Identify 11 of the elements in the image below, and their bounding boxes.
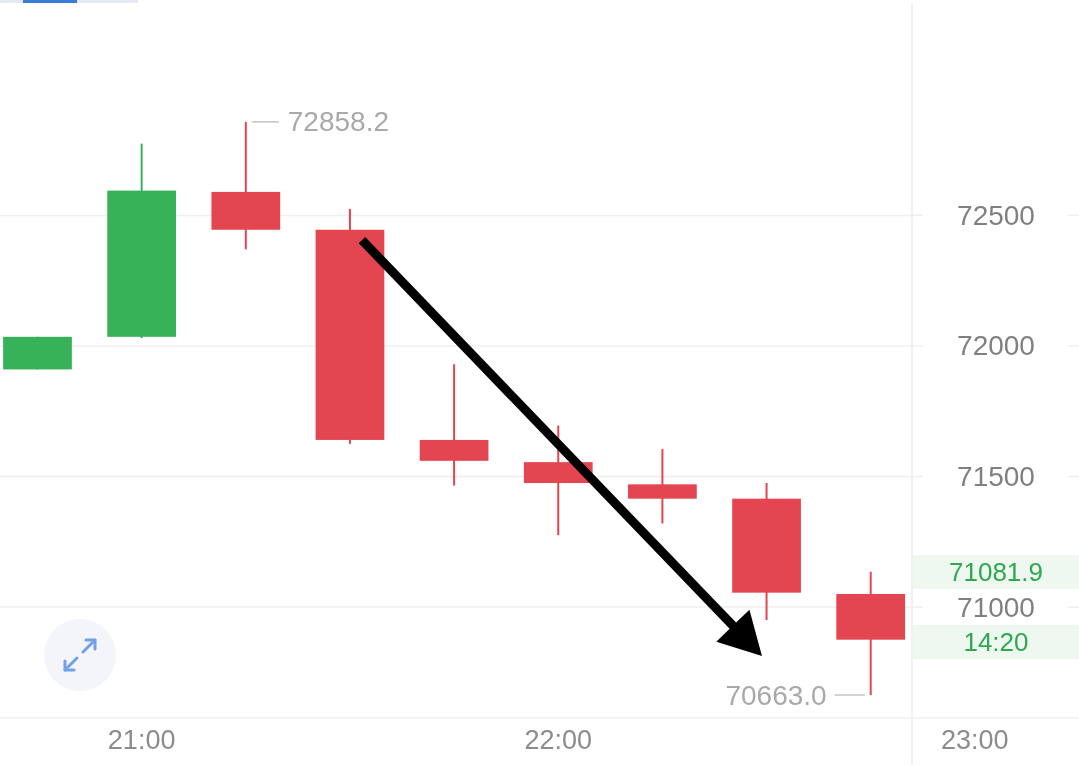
annotation: 14:20 [963,627,1029,657]
y-tick-label: 71500 [957,460,1035,492]
y-tick-label: 72000 [957,330,1035,362]
annotation: 71081.9 [949,557,1043,587]
x-tick-label: 23:00 [941,725,1009,755]
y-tick-label: 72500 [957,199,1035,231]
x-tick-label: 22:00 [524,725,593,755]
annotation: 72858.2 [287,106,390,138]
x-tick-label: 21:00 [107,725,176,755]
annotation: 70663.0 [725,679,827,711]
y-tick-label: 71000 [957,591,1035,623]
